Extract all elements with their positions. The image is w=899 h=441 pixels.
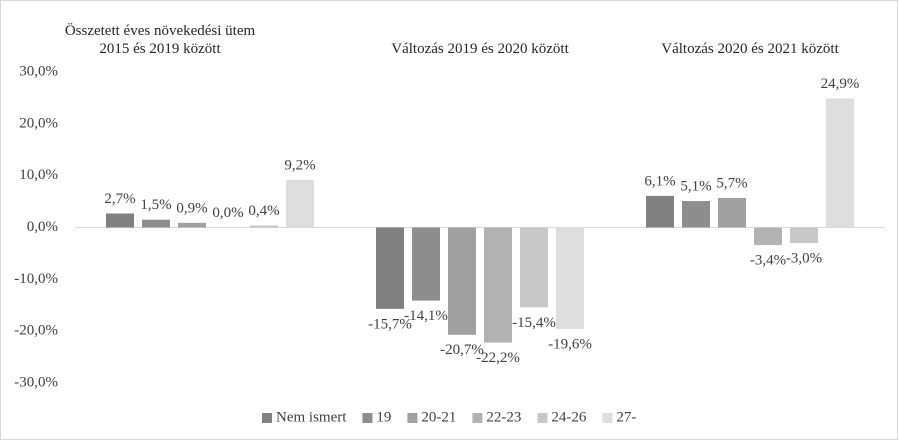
legend-label: 24-26 bbox=[551, 409, 586, 425]
category-label: Változás 2020 és 2021 között bbox=[661, 41, 839, 57]
bar bbox=[556, 227, 584, 330]
bar bbox=[718, 197, 746, 228]
data-label: 1,5% bbox=[140, 197, 171, 213]
y-tick-label: -10,0% bbox=[14, 271, 58, 287]
legend-swatch bbox=[602, 413, 613, 423]
bar bbox=[790, 227, 818, 244]
bar bbox=[826, 98, 854, 228]
category-label: Összetett éves növekedési ütem 2015 és 2… bbox=[64, 23, 256, 57]
legend-swatch bbox=[472, 413, 483, 423]
bar bbox=[376, 227, 404, 309]
data-label: 2,7% bbox=[104, 191, 135, 207]
legend-swatch bbox=[262, 413, 272, 423]
data-label: 0,4% bbox=[248, 203, 279, 219]
y-tick-label: 10,0% bbox=[19, 167, 58, 183]
legend-swatch bbox=[407, 413, 418, 423]
data-label: -22,2% bbox=[476, 350, 520, 366]
bar bbox=[646, 195, 674, 228]
y-tick-label: 20,0% bbox=[19, 115, 58, 131]
data-label: -19,6% bbox=[548, 337, 592, 353]
bar bbox=[142, 219, 170, 228]
data-label: -3,0% bbox=[786, 250, 822, 266]
data-label: -20,7% bbox=[440, 342, 484, 358]
data-label: 5,7% bbox=[716, 175, 747, 191]
legend-label: 22-23 bbox=[486, 409, 521, 425]
bar bbox=[754, 227, 782, 246]
bar bbox=[106, 213, 134, 228]
data-label: 24,9% bbox=[821, 76, 860, 92]
y-tick-label: -20,0% bbox=[14, 323, 58, 339]
category-label: Változás 2019 és 2020 között bbox=[391, 41, 569, 57]
y-tick-label: 30,0% bbox=[19, 63, 58, 79]
y-tick-label: -30,0% bbox=[14, 374, 58, 390]
data-label: -15,7% bbox=[368, 316, 412, 332]
data-label: 9,2% bbox=[284, 157, 315, 173]
data-label: 0,9% bbox=[176, 200, 207, 216]
y-tick-label: 0,0% bbox=[27, 219, 58, 235]
data-label: -14,1% bbox=[404, 308, 448, 324]
data-label: 0,0% bbox=[212, 205, 243, 221]
bar bbox=[448, 227, 476, 335]
legend-label: Nem ismert bbox=[276, 409, 347, 425]
bar bbox=[412, 227, 440, 301]
data-label: 6,1% bbox=[644, 173, 675, 189]
bar bbox=[484, 227, 512, 343]
bar bbox=[250, 225, 278, 228]
bar bbox=[178, 222, 206, 228]
legend-swatch bbox=[537, 413, 548, 423]
data-label: -15,4% bbox=[512, 315, 556, 331]
legend-label: 27- bbox=[616, 409, 636, 425]
data-label: -3,4% bbox=[750, 253, 786, 269]
legend-swatch bbox=[362, 413, 373, 423]
bar bbox=[520, 227, 548, 308]
legend-label: 19 bbox=[376, 409, 391, 425]
bar bbox=[682, 201, 710, 228]
bar bbox=[286, 179, 314, 228]
legend-label: 20-21 bbox=[421, 409, 456, 425]
data-label: 5,1% bbox=[680, 179, 711, 195]
